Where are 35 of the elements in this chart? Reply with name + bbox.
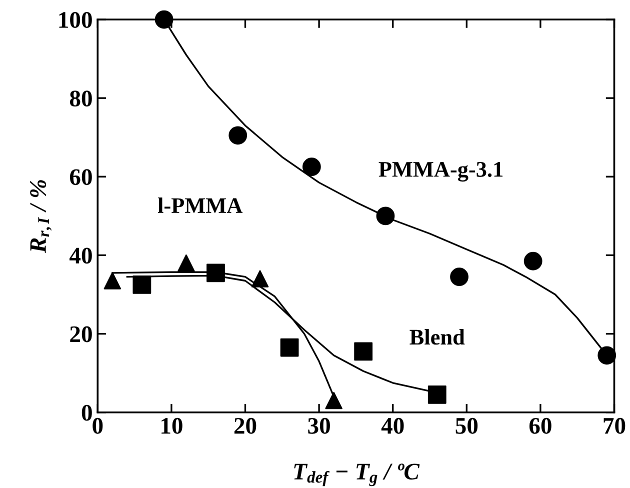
y-tick-label: 100 bbox=[59, 12, 92, 28]
y-tick-label: 20 bbox=[70, 326, 92, 342]
x-tick-label: 10 bbox=[162, 418, 182, 434]
point bbox=[376, 206, 395, 226]
point bbox=[104, 272, 122, 290]
x-tick-label: 50 bbox=[456, 418, 478, 434]
point bbox=[450, 268, 468, 286]
y-tick-label: 40 bbox=[70, 248, 92, 264]
x-tick-label: 40 bbox=[381, 418, 404, 434]
y-tick-label: 60 bbox=[70, 169, 92, 186]
y-tick-label: 80 bbox=[70, 90, 92, 107]
point bbox=[251, 270, 269, 288]
point bbox=[178, 254, 195, 272]
point bbox=[228, 126, 248, 145]
x-tick-label: 60 bbox=[529, 418, 552, 434]
x-axis-title: T$_{def}$ − T$_{g}$ / ºC bbox=[294, 464, 420, 486]
point bbox=[302, 158, 321, 176]
point bbox=[280, 338, 299, 357]
x-tick-label: 30 bbox=[308, 418, 330, 434]
x-tick-label: 20 bbox=[234, 418, 256, 434]
point bbox=[354, 342, 373, 361]
point bbox=[428, 385, 446, 404]
y-axis-title: R$_{r,I}$ / % bbox=[30, 180, 52, 254]
x-tick-label: 0 bbox=[92, 418, 103, 434]
y-tick-label: 0 bbox=[82, 404, 92, 421]
point bbox=[325, 392, 342, 410]
point bbox=[524, 252, 542, 270]
series-label: PMMA-g-3.1 bbox=[378, 162, 503, 182]
point bbox=[154, 10, 174, 29]
point bbox=[132, 275, 152, 294]
point bbox=[598, 346, 616, 365]
text: l-PMMA bbox=[158, 197, 243, 213]
point bbox=[206, 264, 225, 282]
x-tick-label: 70 bbox=[604, 418, 626, 434]
series-label: Blend bbox=[410, 329, 465, 345]
